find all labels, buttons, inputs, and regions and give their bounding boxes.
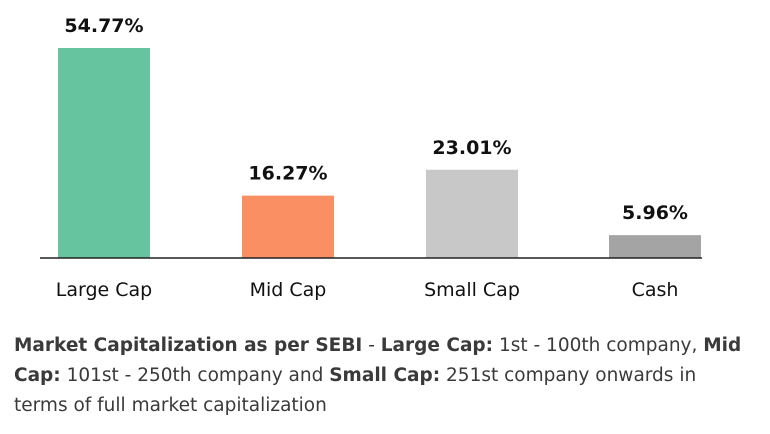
footnote-text-3: 101st - 250th company and xyxy=(60,365,330,386)
category-label-cash: Cash xyxy=(632,279,679,301)
category-labels-group: Large Cap Mid Cap Small Cap Cash xyxy=(56,279,679,301)
bar-mid-cap xyxy=(242,195,334,258)
bar-cash xyxy=(609,235,701,258)
bars-group xyxy=(58,48,701,258)
bar-small-cap xyxy=(426,169,518,258)
footnote: Market Capitalization as per SEBI - Larg… xyxy=(14,331,754,421)
category-label-small-cap: Small Cap xyxy=(424,279,520,301)
value-label-mid-cap: 16.27% xyxy=(248,163,327,185)
bar-chart: 54.77% 16.27% 23.01% 5.96% Large Cap Mid Cap… xyxy=(40,15,702,301)
category-label-mid-cap: Mid Cap xyxy=(250,279,327,301)
footnote-text-4: 251st company onwards in terms of full m… xyxy=(14,365,697,416)
value-label-large-cap: 54.77% xyxy=(64,15,143,37)
value-label-small-cap: 23.01% xyxy=(432,137,511,159)
footnote-bold-4: Small Cap: xyxy=(329,365,441,386)
footnote-bold-2: Large Cap: xyxy=(380,335,494,356)
footnote-bold-1: Market Capitalization as per SEBI xyxy=(14,335,363,356)
bar-large-cap xyxy=(58,48,150,258)
footnote-bold-3: Mid Cap: xyxy=(14,335,742,386)
category-label-large-cap: Large Cap xyxy=(56,279,152,301)
value-label-cash: 5.96% xyxy=(622,202,688,224)
footnote-text-1: - xyxy=(362,335,381,356)
value-labels-group: 54.77% 16.27% 23.01% 5.96% xyxy=(64,15,688,224)
footnote-text-2: 1st - 100th company, xyxy=(493,335,704,356)
